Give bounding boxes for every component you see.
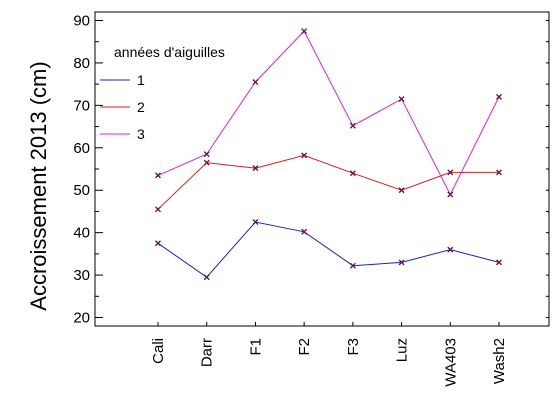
y-tick-label: 90 xyxy=(73,12,90,29)
x-tick-label: Luz xyxy=(394,338,411,362)
data-point xyxy=(155,206,161,213)
y-tick-label: 30 xyxy=(73,267,90,284)
data-point xyxy=(398,187,405,194)
data-point xyxy=(301,228,308,235)
legend-label-2: 2 xyxy=(137,99,145,115)
data-point xyxy=(203,274,210,281)
data-point xyxy=(301,28,308,35)
y-tick-label: 50 xyxy=(73,182,90,199)
legend-label-3: 3 xyxy=(137,126,145,142)
legend: années d'aiguilles 1 2 3 xyxy=(100,44,225,142)
series-line-3 xyxy=(157,30,500,196)
data-point xyxy=(447,246,454,253)
data-point xyxy=(349,262,356,269)
x-axis-labels: Cali Darr F1 F2 F3 Luz WA403 Wash2 xyxy=(150,322,508,387)
series-line-2 xyxy=(157,154,499,210)
y-tick-label: 70 xyxy=(73,97,90,114)
y-tick-label: 40 xyxy=(73,225,90,242)
data-point xyxy=(252,79,259,86)
data-point xyxy=(155,172,161,179)
legend-title: années d'aiguilles xyxy=(114,44,225,60)
y-axis-ticks: 20 30 40 50 60 70 80 90 xyxy=(73,12,103,327)
x-tick-label: Cali xyxy=(150,338,167,364)
x-tick-label: F1 xyxy=(247,338,264,356)
y-axis-title: Accroissement 2013 (cm) xyxy=(26,61,51,310)
data-point xyxy=(155,240,161,247)
data-point xyxy=(398,259,405,266)
data-point xyxy=(252,165,259,172)
x-tick-label: WA403 xyxy=(442,338,459,387)
x-tick-label: Darr xyxy=(199,338,216,367)
data-point xyxy=(349,122,356,129)
right-axis-ticks xyxy=(546,19,549,319)
data-point xyxy=(349,170,356,177)
x-tick-label: Wash2 xyxy=(491,338,508,384)
data-point xyxy=(447,169,454,176)
x-tick-label: F2 xyxy=(296,338,313,356)
data-point xyxy=(203,151,210,158)
data-point xyxy=(252,219,259,226)
y-tick-label: 80 xyxy=(73,55,90,72)
data-point xyxy=(496,93,502,100)
y-tick-label: 60 xyxy=(73,140,90,157)
data-point xyxy=(447,191,454,198)
legend-label-1: 1 xyxy=(137,72,145,88)
data-point xyxy=(398,95,405,102)
data-point xyxy=(203,159,210,166)
series-line-1 xyxy=(157,221,500,278)
data-point xyxy=(301,152,308,159)
x-tick-label: F3 xyxy=(345,338,362,356)
y-tick-label: 20 xyxy=(73,310,90,327)
data-point xyxy=(496,169,502,176)
series-layer xyxy=(155,28,502,281)
data-point xyxy=(496,259,502,266)
